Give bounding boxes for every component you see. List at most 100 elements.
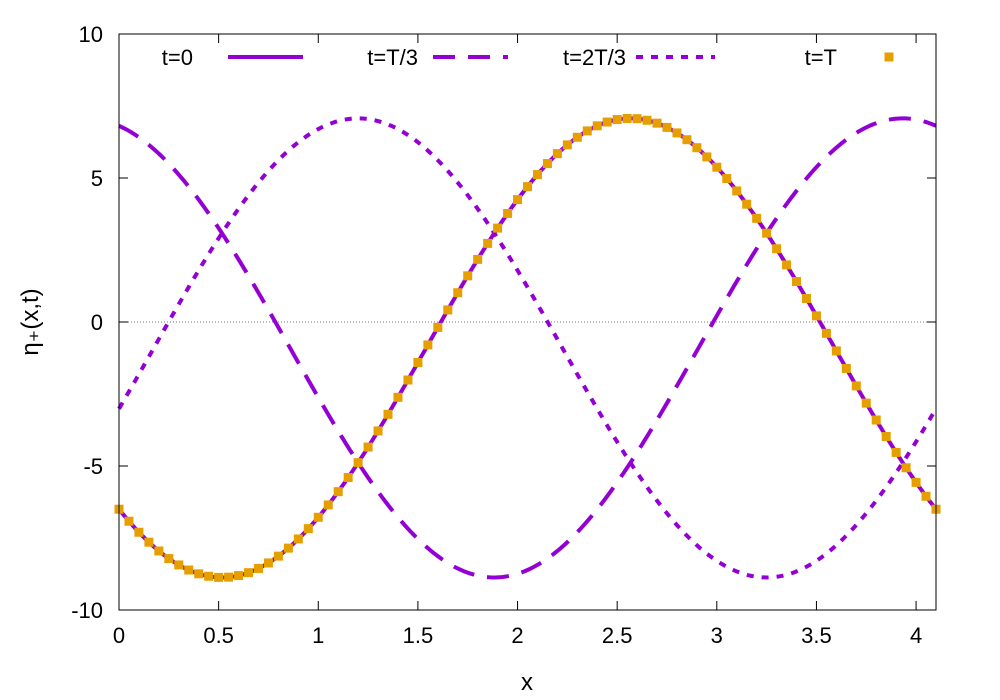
data-point-marker [423, 340, 433, 350]
data-point-marker [782, 260, 792, 270]
data-point-marker [383, 409, 393, 419]
x-tick-label: 0.5 [203, 623, 234, 648]
data-point-marker [433, 322, 443, 332]
data-point-marker [642, 115, 652, 125]
data-point-marker [323, 500, 333, 510]
x-tick-label: 4 [910, 623, 922, 648]
data-point-marker [632, 114, 642, 124]
data-point-marker [582, 126, 592, 136]
data-point-marker [861, 398, 871, 408]
data-point-marker [363, 442, 373, 452]
data-point-marker [164, 554, 174, 564]
data-point-marker [124, 516, 134, 526]
data-point-marker [214, 572, 224, 582]
x-tick-label: 3 [711, 623, 723, 648]
data-point-marker [523, 182, 532, 192]
data-point-marker [413, 358, 423, 368]
data-point-marker [283, 543, 293, 553]
data-point-marker [692, 143, 702, 153]
series-t-T-markers [114, 113, 941, 582]
data-point-marker [184, 565, 194, 575]
data-point-marker [901, 463, 911, 473]
data-point-marker [742, 199, 752, 209]
data-point-marker [453, 288, 463, 298]
data-point-marker [672, 128, 682, 138]
data-point-marker [134, 527, 144, 537]
x-tick-label: 2.5 [602, 623, 633, 648]
data-point-marker [841, 363, 851, 373]
y-tick-label: -10 [71, 598, 103, 623]
data-point-marker [572, 132, 582, 142]
data-point-marker [702, 152, 712, 162]
data-point-marker [244, 568, 254, 578]
data-point-marker [722, 174, 732, 184]
x-tick-label: 0 [113, 623, 125, 648]
ticks-layer: 0 0.5 1 1.5 2 2.5 3 3.5 4 -10 -5 0 5 10 [71, 22, 936, 648]
data-point-marker [732, 186, 742, 196]
y-tick-label: 5 [91, 166, 103, 191]
y-tick-label: 10 [79, 22, 103, 47]
x-tick-label: 3.5 [801, 623, 832, 648]
data-point-marker [821, 328, 831, 338]
data-point-marker [762, 228, 772, 238]
data-point-marker [542, 159, 552, 169]
data-point-marker [592, 121, 602, 131]
data-point-marker [493, 223, 503, 233]
data-point-marker [263, 558, 273, 568]
data-point-marker [403, 375, 413, 385]
data-point-marker [682, 135, 692, 145]
data-point-marker [871, 415, 881, 425]
data-point-marker [194, 569, 204, 579]
data-point-marker [712, 162, 722, 172]
data-point-marker [612, 115, 622, 125]
x-tick-label: 2 [511, 623, 523, 648]
x-axis-label: x [521, 669, 533, 696]
data-point-marker [891, 447, 901, 457]
data-point-marker [562, 140, 572, 150]
data-point-marker [881, 431, 891, 441]
data-point-marker [811, 311, 821, 321]
series-line-2 [117, 116, 938, 580]
data-point-marker [393, 392, 403, 402]
data-point-marker [333, 487, 343, 497]
x-tick-label: 1.5 [403, 623, 434, 648]
data-point-marker [801, 294, 811, 304]
legend-marker [884, 52, 894, 62]
data-point-marker [463, 271, 473, 281]
legend: t=0 t=T/3 t=2T/3 t=T [162, 45, 894, 70]
x-tick-label: 1 [312, 623, 324, 648]
data-point-marker [353, 458, 363, 468]
y-tick-label: -5 [83, 454, 103, 479]
data-point-marker [303, 524, 313, 534]
data-point-marker [234, 571, 244, 581]
data-point-marker [662, 122, 672, 132]
data-point-marker [154, 546, 164, 556]
data-point-marker [313, 512, 323, 522]
data-point-marker [483, 238, 493, 248]
data-point-marker [224, 572, 234, 582]
data-point-marker [144, 537, 154, 547]
curves-layer [114, 113, 941, 582]
data-point-marker [911, 477, 921, 487]
data-point-marker [622, 113, 632, 123]
data-point-marker [443, 305, 453, 315]
y-axis-label: η₊(x,t) [17, 288, 44, 355]
data-point-marker [373, 426, 383, 436]
data-point-marker [532, 170, 542, 180]
data-point-marker [473, 254, 483, 264]
y-tick-label: 0 [91, 310, 103, 335]
data-point-marker [552, 149, 562, 159]
data-point-marker [652, 118, 662, 128]
data-point-marker [253, 563, 263, 573]
data-point-marker [831, 346, 841, 356]
data-point-marker [174, 560, 184, 570]
data-point-marker [752, 213, 762, 223]
data-point-marker [513, 195, 523, 205]
legend-label: t=0 [162, 45, 193, 70]
legend-label: t=T [805, 45, 837, 70]
data-point-marker [792, 277, 802, 287]
legend-label: t=2T/3 [563, 45, 626, 70]
data-point-marker [503, 208, 513, 218]
data-point-marker [343, 473, 353, 483]
